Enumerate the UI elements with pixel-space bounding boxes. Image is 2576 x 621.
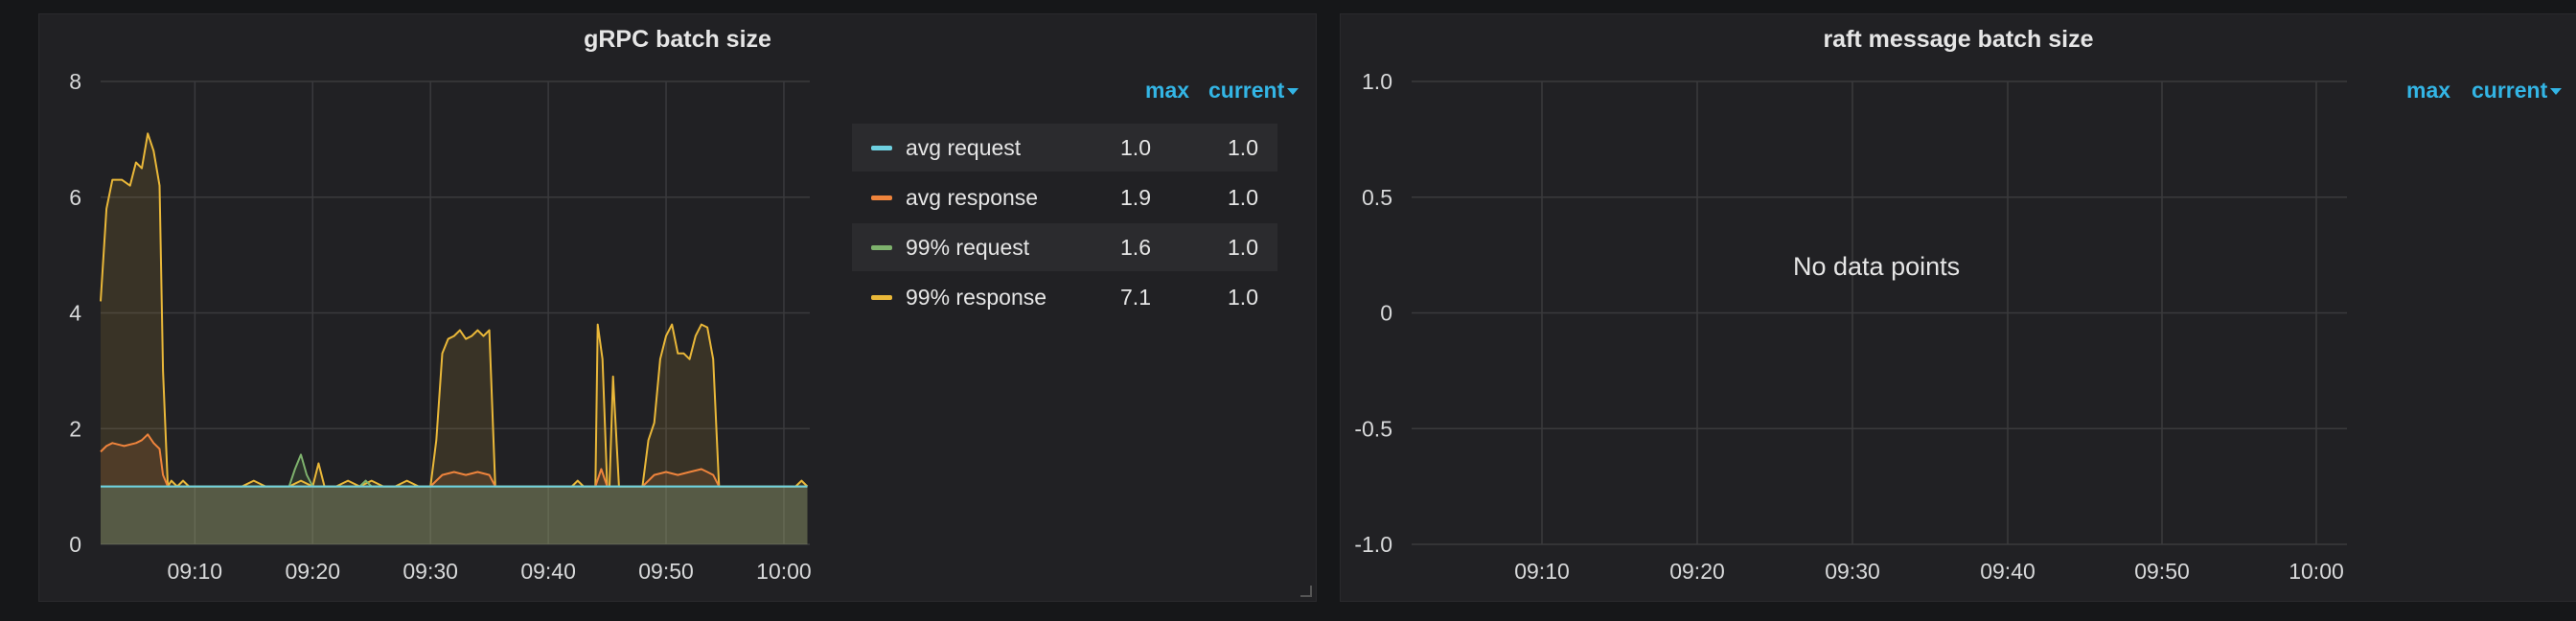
x-tick-label: 09:10 <box>168 559 223 584</box>
y-tick-label: 0 <box>1380 301 1392 326</box>
grpc-batch-size-chart[interactable]: 0 2 4 6 8 09:10 09:20 09:30 09:40 09:50 10:00 <box>39 14 1318 603</box>
y-tick-label: 8 <box>69 69 81 94</box>
grpc-batch-size-panel: gRPC batch size 0 2 4 6 8 09:10 09:20 09:30 09:4… <box>38 13 1317 602</box>
legend-item[interactable]: avg response 1.9 1.0 <box>852 173 1277 221</box>
series-area <box>101 434 808 544</box>
legend: max current avg request 1.0 1.0 avg respons… <box>852 78 1300 327</box>
y-tick-label: 6 <box>69 185 81 210</box>
raft-message-batch-size-chart[interactable]: 1.0 0.5 0 -0.5 -1.0 09:10 09:20 09:30 09:40 09:50… <box>1341 14 2576 603</box>
legend-item[interactable]: avg request 1.0 1.0 <box>852 124 1277 172</box>
x-tick-label: 09:30 <box>1825 559 1880 584</box>
legend: max current <box>2406 78 2576 116</box>
series-name[interactable]: avg request <box>906 135 1022 160</box>
y-tick-label: 2 <box>69 416 81 441</box>
x-tick-label: 09:40 <box>520 559 576 584</box>
panel-title[interactable]: gRPC batch size <box>584 26 771 53</box>
x-tick-label: 10:00 <box>756 559 812 584</box>
series-swatch <box>871 295 892 300</box>
panel-title[interactable]: raft message batch size <box>1823 26 2094 53</box>
series-line <box>100 132 809 488</box>
raft-message-batch-size-panel: raft message batch size 1.0 0.5 0 -0.5 -1.0 0… <box>1340 13 2576 602</box>
legend-item[interactable]: 99% response 7.1 1.0 <box>852 273 1277 321</box>
x-tick-label: 09:50 <box>2134 559 2190 584</box>
y-tick-label: 4 <box>69 301 81 326</box>
series-swatch <box>871 245 892 250</box>
y-tick-label: -0.5 <box>1354 416 1392 441</box>
series-current: 1.0 <box>1228 185 1258 210</box>
series-current: 1.0 <box>1228 135 1258 160</box>
x-tick-label: 09:20 <box>1669 559 1725 584</box>
series-area <box>101 486 808 544</box>
y-tick-label: 0 <box>69 532 81 557</box>
series-swatch <box>871 146 892 150</box>
series-max: 1.6 <box>1120 235 1151 260</box>
series-current: 1.0 <box>1228 235 1258 260</box>
sort-desc-icon <box>1287 88 1300 96</box>
series-name[interactable]: 99% request <box>906 235 1030 260</box>
legend-header-max[interactable]: max <box>2406 78 2451 103</box>
series-name[interactable]: avg response <box>906 185 1039 210</box>
legend-header-current[interactable]: current <box>1208 78 1300 104</box>
x-tick-label: 09:40 <box>1980 559 2036 584</box>
x-tick-label: 09:30 <box>402 559 458 584</box>
resize-handle[interactable] <box>1300 586 1312 597</box>
series-area <box>101 454 808 544</box>
x-tick-label: 10:00 <box>2288 559 2344 584</box>
y-tick-label: 0.5 <box>1362 185 1392 210</box>
series-line <box>100 433 808 488</box>
x-tick-label: 09:50 <box>638 559 694 584</box>
series-max: 1.9 <box>1120 185 1151 210</box>
series-area <box>101 133 808 545</box>
sort-desc-icon <box>2550 88 2563 96</box>
series-max: 7.1 <box>1120 285 1151 310</box>
series-name[interactable]: 99% response <box>906 285 1047 310</box>
y-tick-label: -1.0 <box>1354 532 1392 557</box>
legend-item[interactable]: 99% request 1.6 1.0 <box>852 223 1277 271</box>
no-data-message: No data points <box>1793 252 1961 281</box>
legend-header-max[interactable]: max <box>1145 78 1190 103</box>
series-current: 1.0 <box>1228 285 1258 310</box>
series-swatch <box>871 196 892 200</box>
y-tick-label: 1.0 <box>1362 69 1392 94</box>
x-tick-label: 09:20 <box>285 559 340 584</box>
legend-header-current[interactable]: current <box>2472 78 2563 104</box>
x-tick-label: 09:10 <box>1514 559 1570 584</box>
series-max: 1.0 <box>1120 135 1151 160</box>
